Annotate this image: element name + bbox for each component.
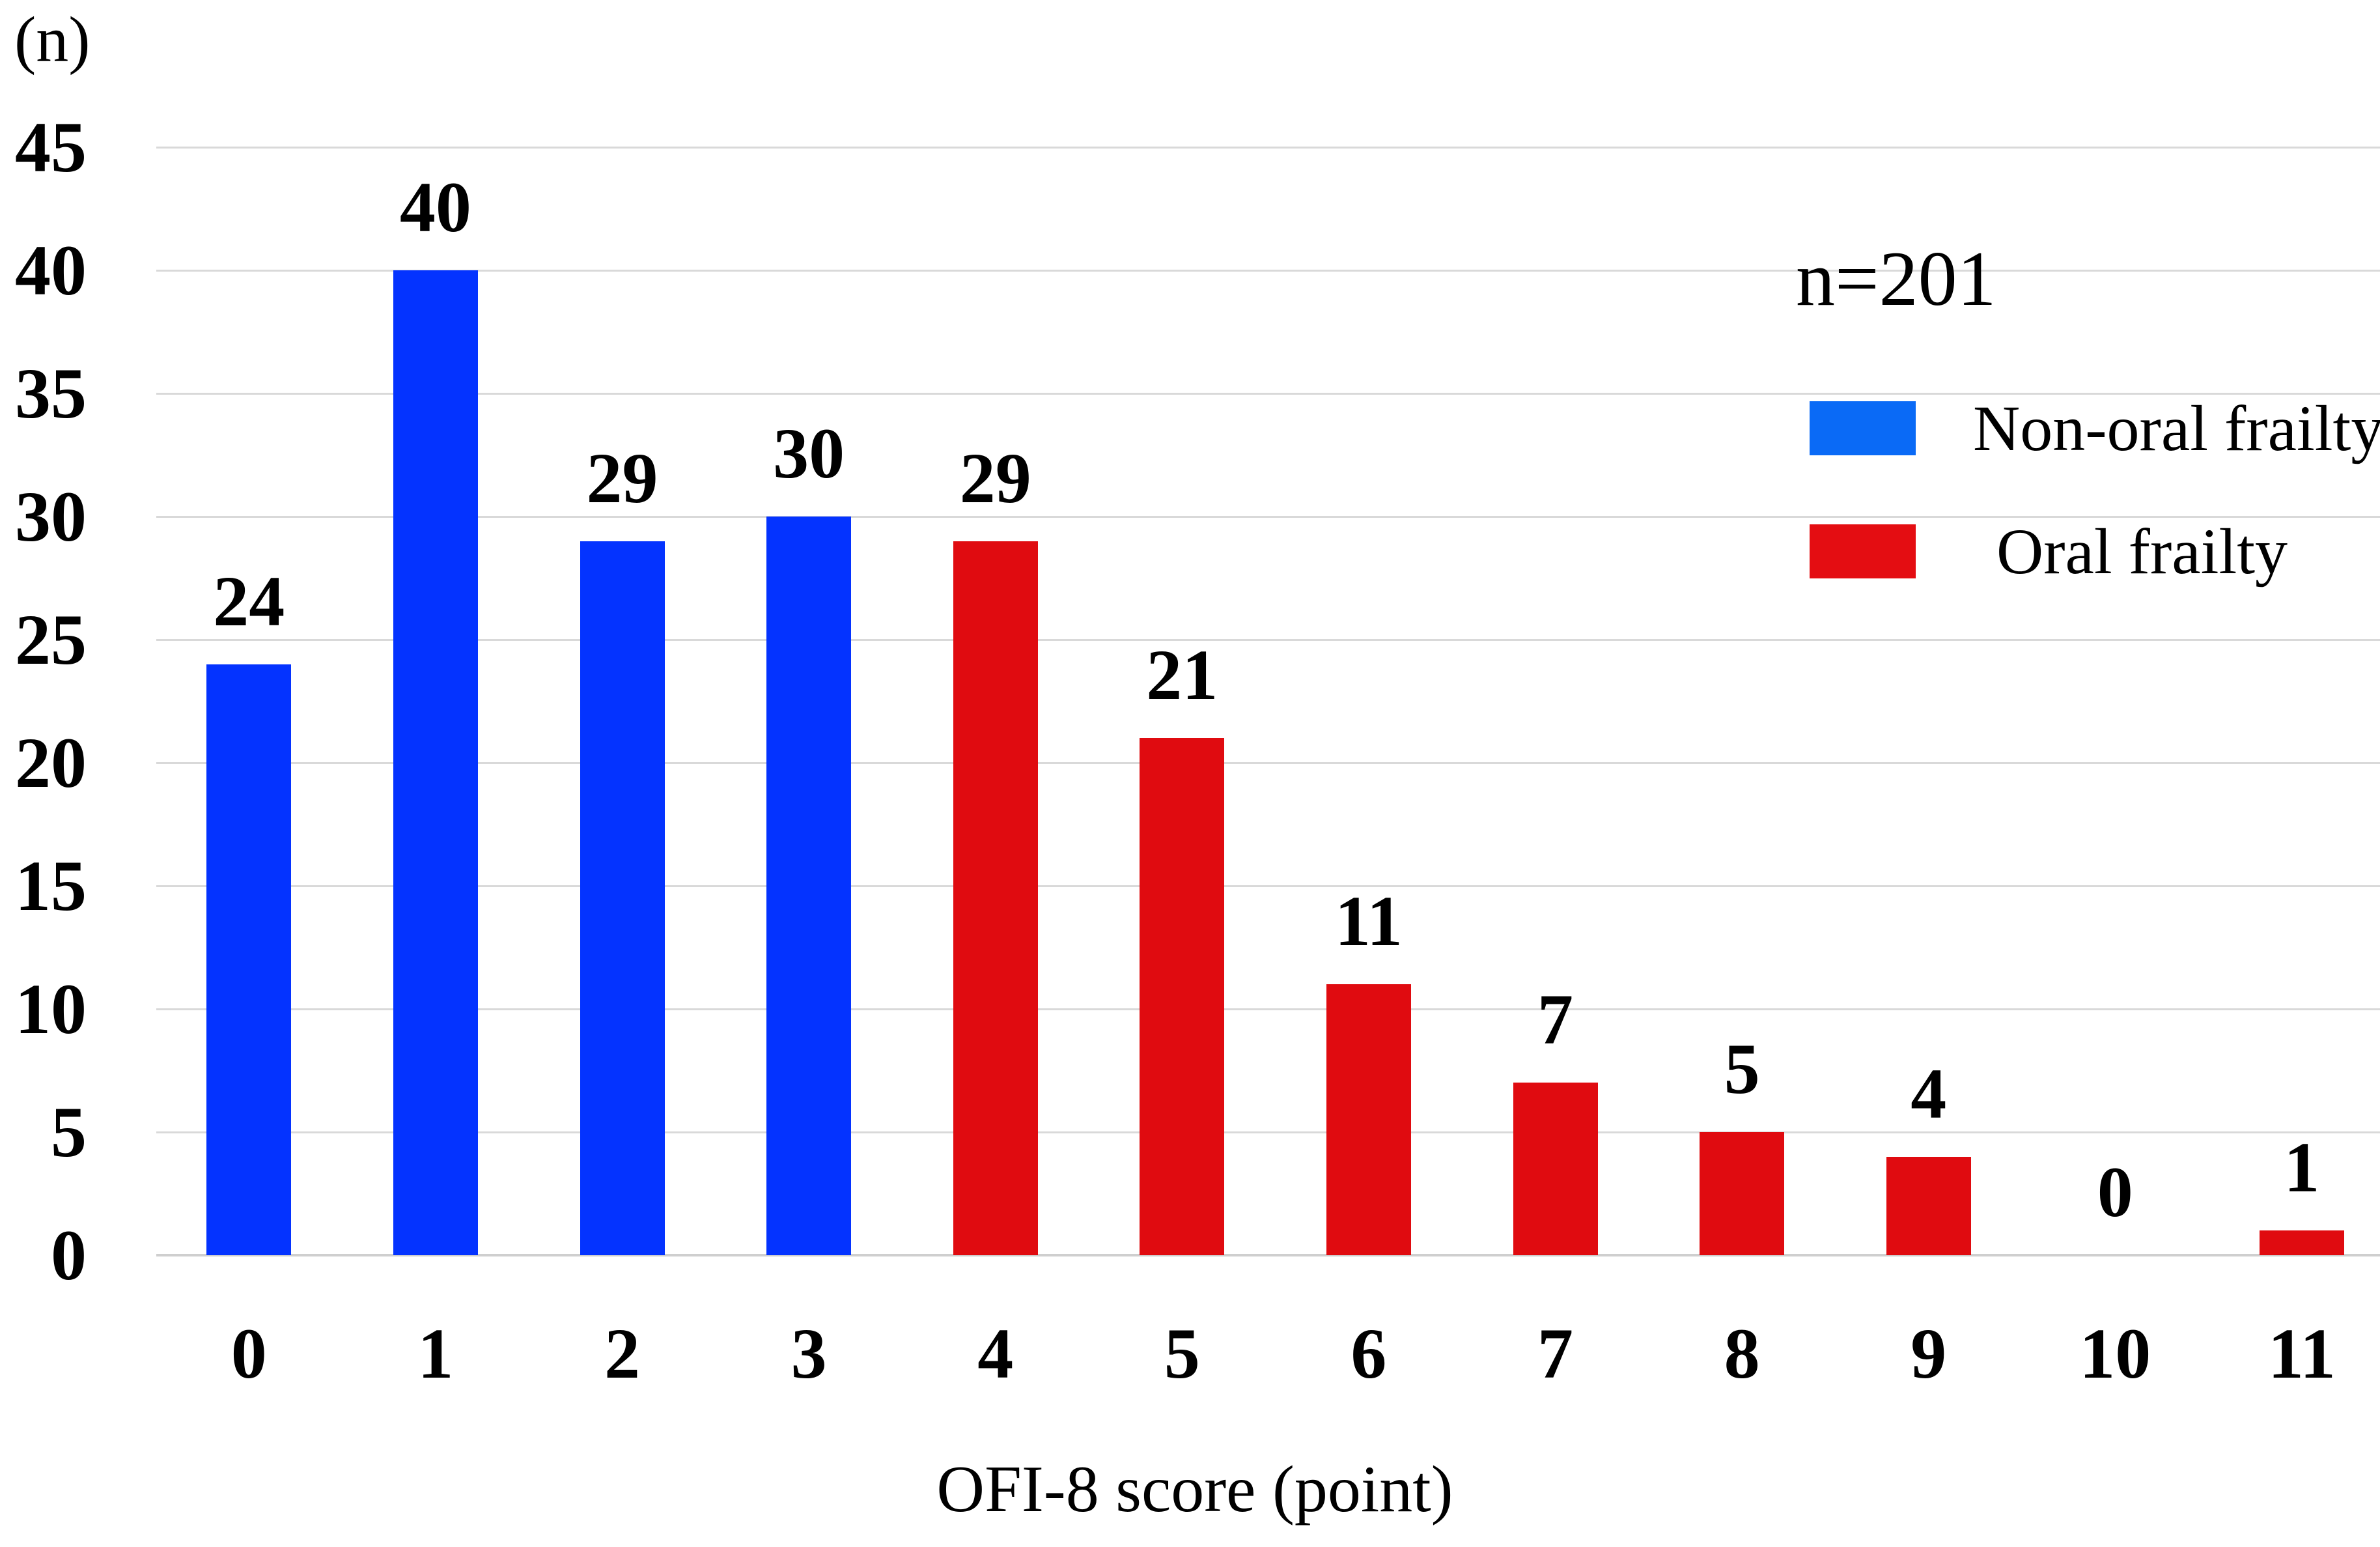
x-tick-label: 4 — [977, 1314, 1014, 1393]
x-tick-label: 5 — [1164, 1314, 1200, 1393]
bar-value-label: 30 — [773, 414, 845, 493]
gridline — [156, 638, 2380, 641]
x-tick-label: 1 — [417, 1314, 454, 1393]
bar-value-label: 0 — [2097, 1152, 2133, 1232]
legend-label-non-oral-frailty: Non-oral frailty — [1973, 392, 2380, 464]
y-tick-label: 40 — [15, 231, 87, 310]
y-tick-label: 5 — [51, 1092, 87, 1172]
y-tick-label: 10 — [15, 969, 87, 1049]
y-tick-label: 30 — [15, 477, 87, 556]
bar-value-label: 7 — [1537, 980, 1573, 1060]
bar-0 — [206, 664, 292, 1255]
gridline — [156, 515, 2380, 518]
bar-value-label: 24 — [213, 561, 285, 641]
x-tick-label: 11 — [2267, 1314, 2336, 1393]
x-tick-label: 7 — [1537, 1314, 1573, 1393]
legend-label-oral-frailty: Oral frailty — [1996, 515, 2288, 588]
bar-8 — [1700, 1132, 1785, 1255]
x-tick-label: 2 — [604, 1314, 640, 1393]
bar-value-label: 29 — [586, 438, 658, 518]
bar-7 — [1513, 1083, 1598, 1255]
legend-swatch-oral-frailty — [1810, 524, 1916, 578]
y-tick-label: 45 — [15, 107, 87, 187]
gridline — [156, 269, 2380, 272]
bar-value-label: 29 — [959, 438, 1031, 518]
gridline — [156, 885, 2380, 887]
gridline — [156, 1131, 2380, 1133]
bar-value-label: 4 — [1911, 1053, 1947, 1133]
bar-6 — [1326, 984, 1411, 1255]
bar-value-label: 5 — [1724, 1029, 1760, 1109]
bar-value-label: 40 — [399, 167, 471, 247]
bar-4 — [953, 541, 1038, 1255]
x-tick-label: 8 — [1724, 1314, 1760, 1393]
gridline — [156, 146, 2380, 149]
x-tick-label: 3 — [791, 1314, 827, 1393]
bar-1 — [393, 270, 478, 1255]
y-tick-label: 35 — [15, 354, 87, 433]
y-tick-label: 15 — [15, 846, 87, 926]
gridline — [156, 761, 2380, 764]
gridline — [156, 1008, 2380, 1010]
gridline — [156, 392, 2380, 395]
x-tick-label: 10 — [2079, 1314, 2151, 1393]
x-tick-label: 0 — [231, 1314, 267, 1393]
y-axis-unit-label: (n) — [14, 3, 91, 76]
x-tick-label: 6 — [1351, 1314, 1387, 1393]
bar-value-label: 11 — [1334, 881, 1403, 961]
bar-9 — [1886, 1156, 1971, 1255]
x-tick-label: 9 — [1911, 1314, 1947, 1393]
bar-2 — [580, 541, 665, 1255]
bar-value-label: 1 — [2284, 1128, 2320, 1208]
x-axis-line — [156, 1254, 2380, 1256]
legend-swatch-non-oral-frailty — [1810, 401, 1916, 455]
bar-value-label: 21 — [1146, 635, 1218, 715]
y-tick-label: 20 — [15, 723, 87, 802]
y-tick-label: 25 — [15, 600, 87, 679]
legend-sample-size: n=201 — [1796, 235, 1996, 322]
bar-5 — [1140, 738, 1225, 1255]
y-tick-label: 0 — [51, 1215, 87, 1295]
x-axis-title: OFI-8 score (point) — [936, 1453, 1453, 1526]
bar-3 — [766, 517, 852, 1255]
bar-11 — [2259, 1230, 2344, 1255]
